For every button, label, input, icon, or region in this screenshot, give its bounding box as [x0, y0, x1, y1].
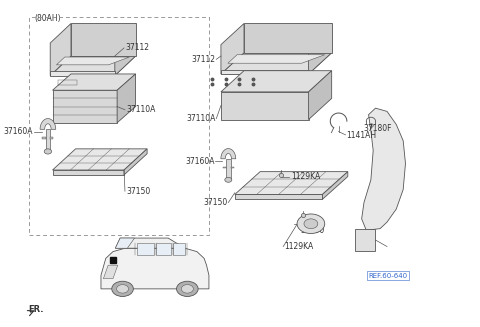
Polygon shape [52, 74, 135, 90]
Text: 37160A: 37160A [185, 157, 215, 166]
Polygon shape [124, 149, 147, 175]
Circle shape [177, 281, 198, 297]
Polygon shape [57, 57, 129, 65]
Polygon shape [40, 119, 56, 129]
Polygon shape [309, 24, 332, 74]
Polygon shape [156, 243, 170, 255]
Text: 37110A: 37110A [186, 114, 216, 123]
Polygon shape [50, 24, 71, 76]
Text: 37180F: 37180F [363, 124, 392, 133]
Polygon shape [52, 170, 124, 175]
Text: 37110A: 37110A [126, 105, 156, 114]
Text: FR.: FR. [28, 305, 44, 314]
Polygon shape [235, 195, 323, 199]
Polygon shape [230, 166, 234, 168]
Circle shape [225, 177, 232, 182]
Polygon shape [50, 71, 115, 76]
Polygon shape [115, 238, 185, 248]
Polygon shape [235, 172, 348, 195]
Text: 1141AH: 1141AH [347, 131, 376, 140]
Circle shape [181, 284, 193, 293]
Polygon shape [244, 24, 332, 53]
Polygon shape [221, 70, 309, 74]
Text: 37112: 37112 [192, 55, 216, 64]
Polygon shape [221, 148, 236, 159]
Polygon shape [52, 149, 147, 170]
Text: 37160A: 37160A [4, 128, 33, 136]
Polygon shape [221, 24, 244, 74]
Circle shape [112, 281, 133, 297]
Circle shape [297, 214, 325, 233]
Circle shape [117, 284, 129, 293]
Text: 37150: 37150 [203, 198, 228, 207]
Polygon shape [117, 74, 135, 123]
Polygon shape [42, 137, 46, 139]
Polygon shape [50, 137, 53, 139]
Polygon shape [221, 92, 309, 120]
Circle shape [44, 149, 51, 154]
Text: REF.60-640: REF.60-640 [369, 273, 408, 279]
Polygon shape [173, 243, 185, 255]
Text: 1129KA: 1129KA [285, 242, 314, 251]
Text: 37150: 37150 [126, 187, 151, 196]
Polygon shape [221, 53, 332, 74]
Text: 37130: 37130 [301, 226, 325, 235]
Polygon shape [101, 248, 209, 289]
Polygon shape [115, 24, 135, 76]
Polygon shape [221, 71, 332, 92]
Polygon shape [226, 159, 230, 179]
Polygon shape [228, 55, 325, 63]
Polygon shape [223, 166, 226, 168]
Circle shape [304, 219, 318, 229]
Polygon shape [137, 243, 154, 255]
Polygon shape [46, 129, 50, 150]
Bar [29, 17, 209, 235]
Polygon shape [355, 229, 375, 251]
Text: 1129KA: 1129KA [291, 172, 320, 181]
Text: (80AH): (80AH) [34, 14, 60, 23]
Polygon shape [71, 24, 135, 56]
Polygon shape [309, 71, 332, 120]
Text: 37112: 37112 [125, 43, 149, 52]
Polygon shape [323, 172, 348, 199]
Polygon shape [103, 265, 118, 279]
Polygon shape [361, 108, 406, 230]
Polygon shape [52, 90, 117, 123]
Polygon shape [115, 238, 134, 248]
Polygon shape [50, 56, 135, 76]
